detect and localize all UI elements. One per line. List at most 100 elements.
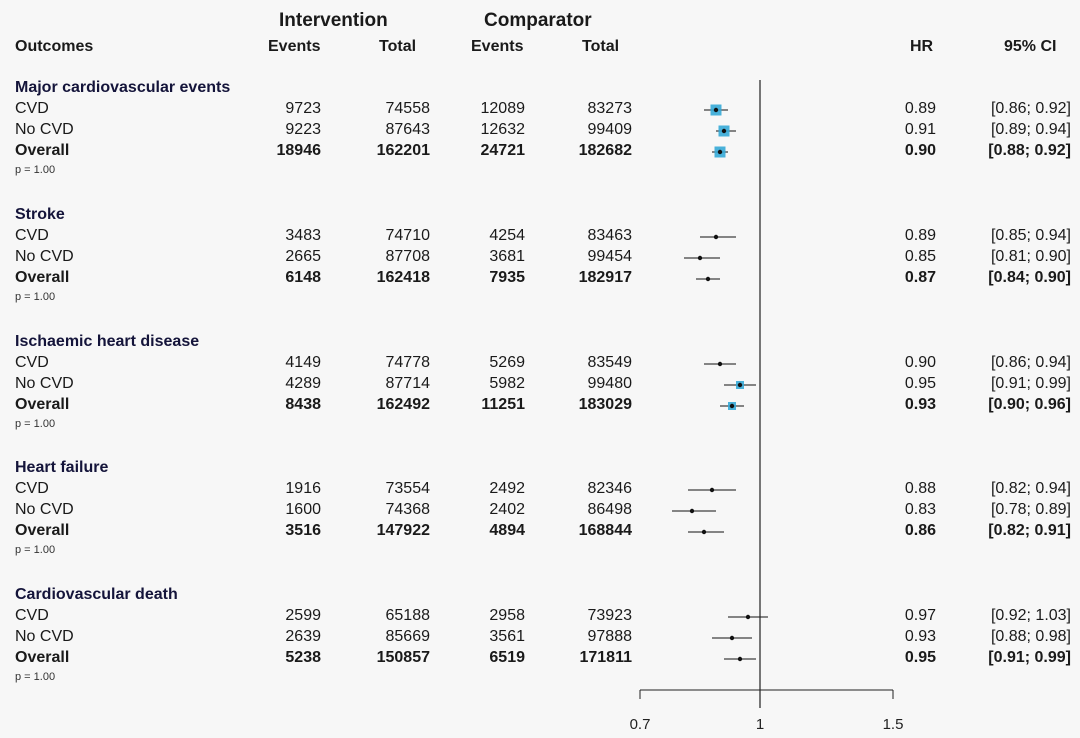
- intervention-total: 150857: [376, 649, 430, 666]
- comparator-events: 5269: [489, 354, 525, 371]
- ci-value: [0.86; 0.92]: [990, 100, 1071, 117]
- ci-value: [0.86; 0.94]: [990, 354, 1071, 371]
- intervention-events: 2665: [285, 248, 321, 265]
- hr-point: [737, 382, 743, 388]
- hr-value: 0.89: [904, 100, 936, 117]
- intervention-total: 147922: [376, 522, 430, 539]
- ci-value: [0.82; 0.94]: [990, 480, 1071, 497]
- hr-point: [705, 276, 711, 282]
- comparator-events: 4894: [489, 522, 525, 539]
- section-title: Major cardiovascular events: [15, 79, 231, 96]
- comparator-total: 97888: [587, 628, 633, 645]
- hr-point: [729, 635, 735, 641]
- hr-point: [721, 128, 727, 134]
- comparator-total: 183029: [578, 396, 632, 413]
- comparator-total: 182682: [578, 142, 632, 159]
- ci-value: [0.92; 1.03]: [990, 607, 1071, 624]
- intervention-total-header: Total: [379, 38, 417, 55]
- row-label: No CVD: [15, 628, 74, 645]
- row-label: No CVD: [15, 375, 74, 392]
- ci-value: [0.90; 0.96]: [988, 396, 1071, 413]
- comparator-group-header: Comparator: [484, 10, 592, 31]
- hr-value: 0.85: [904, 248, 936, 265]
- hr-value: 0.93: [904, 396, 936, 413]
- ci-value: [0.88; 0.92]: [988, 142, 1071, 159]
- hr-header: HR: [910, 38, 934, 55]
- comparator-total: 182917: [578, 269, 632, 286]
- intervention-total: 162418: [376, 269, 430, 286]
- intervention-events: 4149: [285, 354, 321, 371]
- intervention-total: 87708: [385, 248, 431, 265]
- row-label: Overall: [15, 649, 70, 666]
- intervention-total: 162201: [376, 142, 430, 159]
- intervention-events: 18946: [276, 142, 322, 159]
- comparator-total: 99480: [587, 375, 633, 392]
- comparator-events: 2402: [489, 501, 525, 518]
- comparator-events: 4254: [489, 227, 525, 244]
- hr-value: 0.95: [904, 375, 936, 392]
- intervention-events: 5238: [285, 649, 321, 666]
- row-label: Overall: [15, 269, 70, 286]
- comparator-events: 11251: [481, 396, 525, 413]
- intervention-events: 1600: [285, 501, 321, 518]
- intervention-events: 6148: [285, 269, 321, 286]
- intervention-total: 74558: [385, 100, 431, 117]
- ci-value: [0.84; 0.90]: [988, 269, 1071, 286]
- intervention-total: 73554: [385, 480, 431, 497]
- intervention-events: 2639: [285, 628, 321, 645]
- row-label: No CVD: [15, 501, 74, 518]
- hr-point: [713, 107, 719, 113]
- comparator-total: 83273: [587, 100, 633, 117]
- comparator-events: 6519: [489, 649, 525, 666]
- section-title: Stroke: [15, 206, 65, 223]
- comparator-total: 99454: [587, 248, 633, 265]
- section-title: Heart failure: [15, 459, 109, 476]
- hr-value: 0.93: [904, 628, 936, 645]
- intervention-total: 74778: [385, 354, 431, 371]
- intervention-events: 3483: [285, 227, 321, 244]
- row-label: No CVD: [15, 121, 74, 138]
- hr-value: 0.83: [904, 501, 936, 518]
- intervention-events: 9723: [285, 100, 321, 117]
- hr-value: 0.97: [904, 607, 936, 624]
- row-label: Overall: [15, 522, 70, 539]
- hr-point: [697, 255, 703, 261]
- hr-value: 0.91: [904, 121, 936, 138]
- intervention-events: 8438: [285, 396, 321, 413]
- x-tick-label: 1.5: [883, 716, 904, 733]
- hr-point: [701, 529, 707, 535]
- hr-point: [717, 149, 723, 155]
- hr-value: 0.89: [904, 227, 936, 244]
- comparator-events: 3681: [489, 248, 525, 265]
- comparator-events: 5982: [489, 375, 525, 392]
- hr-point: [737, 656, 743, 662]
- hr-value: 0.87: [904, 269, 936, 286]
- row-label: No CVD: [15, 248, 74, 265]
- intervention-group-header: Intervention: [279, 10, 388, 31]
- intervention-total: 87714: [385, 375, 431, 392]
- intervention-total: 65188: [385, 607, 431, 624]
- section-title: Cardiovascular death: [15, 586, 178, 603]
- intervention-total: 74368: [385, 501, 431, 518]
- hr-value: 0.86: [904, 522, 936, 539]
- x-tick-label: 0.7: [630, 716, 651, 733]
- hr-point: [745, 614, 751, 620]
- hr-point: [689, 508, 695, 514]
- hr-point: [713, 234, 719, 240]
- intervention-total: 74710: [385, 227, 431, 244]
- comparator-total: 83463: [587, 227, 633, 244]
- comparator-total: 86498: [587, 501, 633, 518]
- ci-value: [0.89; 0.94]: [990, 121, 1071, 138]
- p-value: p = 1.00: [15, 671, 56, 683]
- p-value: p = 1.00: [15, 544, 56, 556]
- p-value: p = 1.00: [15, 418, 56, 430]
- intervention-events: 1916: [285, 480, 321, 497]
- comparator-events: 3561: [489, 628, 525, 645]
- p-value: p = 1.00: [15, 164, 56, 176]
- ci-value: [0.91; 0.99]: [990, 375, 1071, 392]
- comparator-total: 73923: [587, 607, 633, 624]
- comparator-total: 171811: [579, 649, 632, 666]
- row-label: CVD: [15, 354, 49, 371]
- row-label: Overall: [15, 142, 70, 159]
